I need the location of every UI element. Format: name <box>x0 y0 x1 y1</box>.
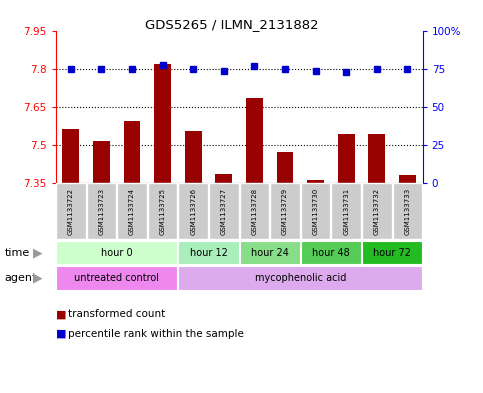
Text: GSM1133726: GSM1133726 <box>190 188 196 235</box>
Text: agent: agent <box>5 273 37 283</box>
Text: GSM1133725: GSM1133725 <box>159 188 166 235</box>
Bar <box>369 134 385 183</box>
Bar <box>246 98 263 183</box>
Text: hour 0: hour 0 <box>101 248 132 257</box>
Text: percentile rank within the sample: percentile rank within the sample <box>68 329 243 339</box>
Bar <box>399 175 416 183</box>
Text: ■: ■ <box>56 309 66 320</box>
Text: mycophenolic acid: mycophenolic acid <box>255 273 346 283</box>
Text: GSM1133728: GSM1133728 <box>251 188 257 235</box>
Text: GSM1133723: GSM1133723 <box>99 188 104 235</box>
Bar <box>307 180 324 183</box>
Text: GSM1133733: GSM1133733 <box>404 187 411 235</box>
Bar <box>93 141 110 183</box>
Text: ▶: ▶ <box>33 272 43 285</box>
Bar <box>124 121 141 183</box>
Text: untreated control: untreated control <box>74 273 159 283</box>
Bar <box>154 64 171 183</box>
Bar <box>185 131 201 183</box>
Text: GSM1133724: GSM1133724 <box>129 188 135 235</box>
Bar <box>277 152 293 183</box>
Text: hour 12: hour 12 <box>189 248 227 257</box>
Text: transformed count: transformed count <box>68 309 165 320</box>
Text: hour 72: hour 72 <box>373 248 411 257</box>
Text: hour 24: hour 24 <box>251 248 289 257</box>
Bar <box>62 129 79 183</box>
Text: ▶: ▶ <box>33 246 43 259</box>
Text: GDS5265 / ILMN_2131882: GDS5265 / ILMN_2131882 <box>145 18 319 31</box>
Text: GSM1133731: GSM1133731 <box>343 187 349 235</box>
Text: GSM1133729: GSM1133729 <box>282 188 288 235</box>
Bar <box>215 174 232 183</box>
Text: time: time <box>5 248 30 257</box>
Bar <box>338 134 355 183</box>
Text: ■: ■ <box>56 329 66 339</box>
Text: hour 48: hour 48 <box>312 248 350 257</box>
Text: GSM1133730: GSM1133730 <box>313 187 319 235</box>
Text: GSM1133732: GSM1133732 <box>374 188 380 235</box>
Text: GSM1133722: GSM1133722 <box>68 188 74 235</box>
Text: GSM1133727: GSM1133727 <box>221 188 227 235</box>
